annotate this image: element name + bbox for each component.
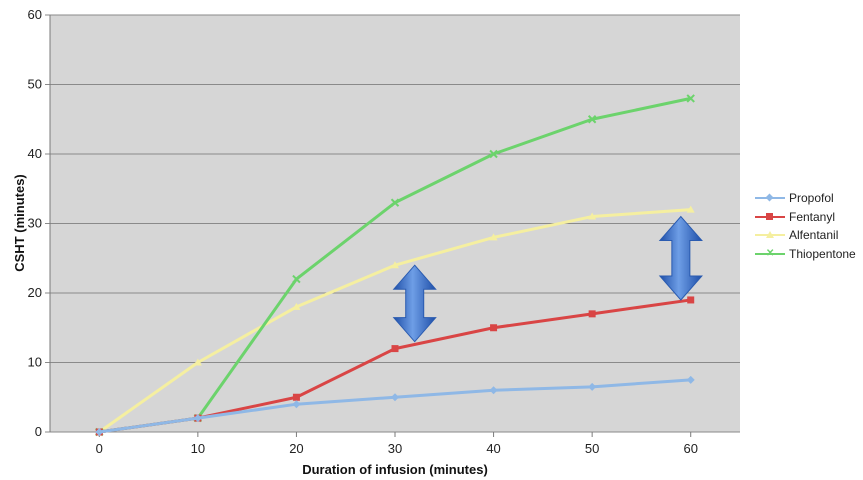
double-arrow-annotation — [658, 215, 703, 301]
double-arrow-annotation — [392, 264, 437, 343]
data-point-fentanyl — [292, 393, 300, 401]
legend-swatch — [755, 193, 785, 203]
marker-stroke — [292, 274, 301, 284]
y-tick-label: 60 — [28, 7, 42, 22]
x-tick-labels: 0 10 20 30 40 50 60 — [96, 441, 698, 456]
series-lines — [95, 94, 695, 437]
x-tick-label: 20 — [289, 441, 303, 456]
legend-label: Thiopentone — [789, 246, 856, 261]
legend-item-thiopentone: ✕ Thiopentone — [755, 245, 856, 264]
marker-stroke — [587, 115, 597, 124]
data-point-propofol — [686, 375, 695, 384]
data-point-propofol — [489, 386, 498, 395]
x-tick-label: 40 — [486, 441, 500, 456]
data-point-thiopentone — [489, 149, 498, 159]
x-tick-label: 0 — [96, 441, 103, 456]
y-tick-label: 10 — [28, 355, 42, 370]
data-point-thiopentone — [686, 94, 695, 103]
data-point-alfentanil — [588, 212, 597, 220]
x-axis-label: Duration of infusion (minutes) — [302, 462, 488, 477]
data-point-propofol — [391, 393, 399, 402]
legend-label: Fentanyl — [789, 209, 836, 224]
data-point-propofol — [588, 382, 597, 391]
y-axis-label: CSHT (minutes) — [12, 174, 27, 272]
data-point-thiopentone — [390, 198, 400, 207]
marker-stroke — [390, 198, 400, 207]
legend-item-fentanyl: Fentanyl — [755, 208, 856, 227]
x-tick-label: 30 — [388, 441, 402, 456]
y-tick-label: 50 — [28, 77, 42, 92]
legend-swatch: ✕ — [755, 248, 785, 259]
data-point-alfentanil — [193, 358, 202, 366]
legend-item-propofol: Propofol — [755, 189, 856, 208]
data-point-propofol — [193, 414, 202, 423]
data-point-thiopentone — [587, 115, 597, 124]
marker-stroke — [686, 94, 695, 103]
data-point-fentanyl — [588, 310, 596, 318]
data-point-alfentanil — [489, 233, 498, 241]
legend-swatch — [755, 212, 785, 222]
data-point-propofol — [95, 428, 104, 436]
x-tick-label: 60 — [683, 441, 697, 456]
annotations — [392, 215, 703, 343]
legend-swatch — [755, 230, 785, 240]
marker-stroke — [489, 149, 498, 159]
data-point-fentanyl — [687, 296, 695, 304]
data-point-thiopentone — [292, 274, 301, 284]
legend: Propofol Fentanyl Alfentanil ✕ Thiopentone — [755, 189, 856, 263]
x-tick-label: 50 — [585, 441, 599, 456]
y-tick-labels: 0 10 20 30 40 50 60 — [28, 7, 42, 439]
legend-label: Propofol — [789, 191, 834, 206]
y-tick-label: 0 — [35, 424, 42, 439]
y-tick-label: 20 — [28, 285, 42, 300]
data-point-propofol — [292, 400, 301, 409]
legend-label: Alfentanil — [789, 228, 839, 243]
data-point-fentanyl — [490, 324, 498, 332]
gridlines — [45, 14, 740, 437]
data-point-alfentanil — [686, 205, 695, 213]
y-tick-label: 40 — [28, 146, 42, 161]
x-tick-label: 10 — [191, 441, 205, 456]
data-point-alfentanil — [292, 302, 301, 310]
data-point-alfentanil — [391, 261, 399, 269]
data-point-fentanyl — [391, 345, 399, 353]
y-tick-label: 30 — [28, 216, 42, 231]
legend-item-alfentanil: Alfentanil — [755, 226, 856, 245]
